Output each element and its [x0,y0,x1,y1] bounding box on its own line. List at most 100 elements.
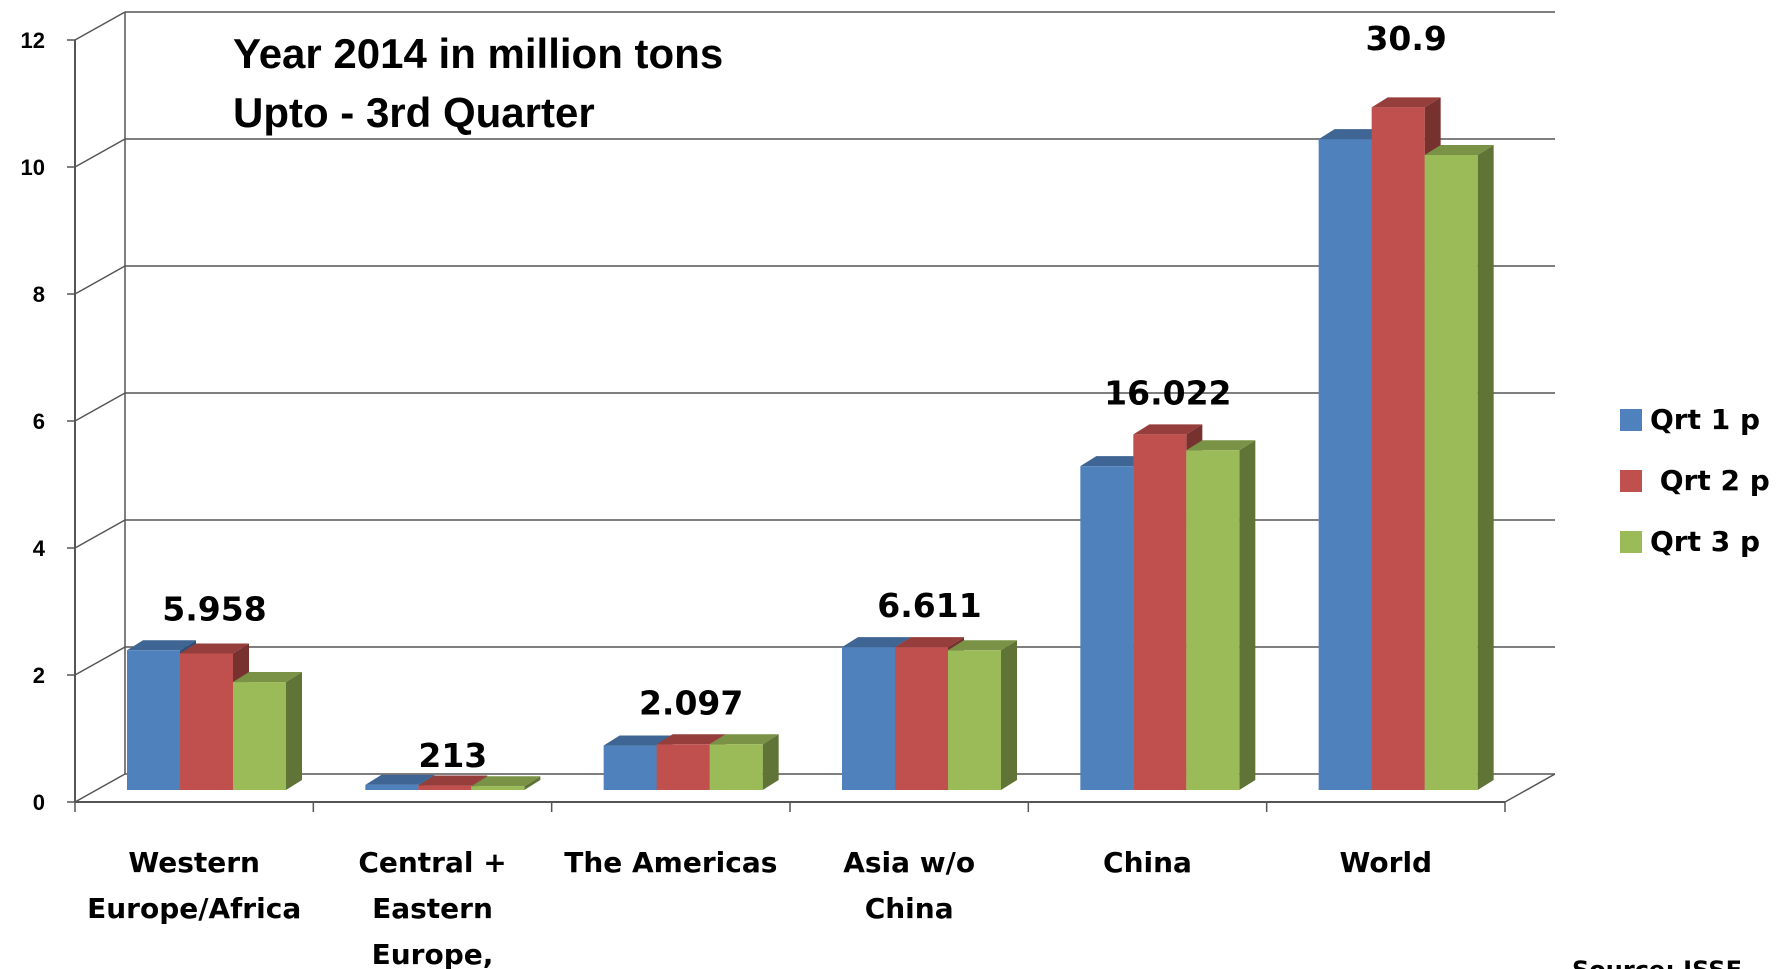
bar-front [418,785,472,790]
gridline-diag [74,392,126,422]
bar-top [948,640,1017,651]
bar-top [471,776,541,787]
data-label: 5.958 [162,589,266,628]
bar-top [709,734,779,745]
x-category-label: Western Europe/Africa [87,846,301,925]
bar-front [656,744,710,790]
bar-top [656,734,726,745]
x-category-label-line: Central + [358,846,506,879]
x-category-label: Central + Eastern Europe, [358,846,506,969]
x-category-label: China [1103,846,1192,879]
bar-side [762,734,779,790]
bar-front [948,650,1001,790]
bar-top [1424,145,1494,155]
data-label: 16.022 [1104,373,1231,412]
gridline-diag [74,265,126,295]
bar-front [1186,450,1240,790]
legend-label: Qrt 2 p [1650,464,1770,497]
bar [471,776,541,790]
legend-label: Qrt 3 p [1650,525,1760,558]
x-category-label-line: World [1340,846,1433,879]
bar-front [709,744,763,790]
bar-front [603,745,657,790]
bar-front [1318,139,1372,790]
data-label: 6.611 [877,586,981,625]
x-category-label-line: Eastern [372,892,493,925]
y-tick-label: 12 [21,28,45,53]
bar-top [1371,97,1441,108]
bars [127,97,1494,790]
bar-top [1318,129,1388,140]
data-label: 2.097 [639,683,743,722]
bar [1186,440,1256,790]
gridline-diag [74,519,126,549]
x-category-label: World [1340,846,1433,879]
bar-top [603,735,673,746]
bar-top [365,774,435,785]
axis-ticks: 0 2 4 6 8 10 12 [21,28,75,815]
bar-top [1186,440,1256,451]
chart-subtitle: Upto - 3rd Quarter [233,89,595,136]
bar-front [365,784,419,790]
bar-front [1133,434,1187,790]
bar-side [1001,640,1017,790]
y-tick-label: 0 [33,790,45,815]
bar [709,734,779,790]
x-category-label-line: The Americas [564,846,777,879]
data-label: 213 [418,736,487,775]
x-category-label: The Americas [564,846,777,879]
bar-side [524,776,541,790]
bar-top [842,637,911,648]
source-note: Source: ISSF [1572,956,1742,969]
bar-top [233,672,302,683]
x-category-label-line: China [1103,846,1192,879]
bar-front [1424,155,1478,790]
gridline-diag [74,773,126,803]
x-category-label-line: Europe/Africa [87,892,301,925]
x-category-label-line: China [865,892,954,925]
y-tick-label: 8 [33,282,45,307]
bar-top [895,637,964,648]
bar-side [286,672,302,790]
y-tick-label: 2 [33,663,45,688]
x-category-label-line: Western [128,846,260,879]
data-labels: 5.958 213 2.097 6.611 16.022 30.9 [162,19,1447,775]
y-tick-label: 4 [33,536,46,561]
x-category-label-line: Asia w/o [843,846,975,879]
bar-top [127,640,196,651]
bar-front [1371,107,1425,790]
bar [233,672,302,790]
y-tick-label: 6 [33,409,45,434]
legend-swatch [1620,409,1642,431]
bar-front [1080,466,1134,790]
y-tick-label: 10 [21,155,45,180]
bar-front [180,653,233,790]
bar-front [895,647,948,790]
gridline-diag [74,138,126,168]
bar-front [842,647,895,790]
bar-top [1133,424,1203,435]
bar-side [1477,145,1494,790]
x-category-label: Asia w/o China [843,846,975,925]
category-labels: Western Europe/Africa Central + Eastern Euro… [87,846,1432,969]
legend-swatch [1620,470,1642,492]
bar-front [471,786,525,790]
gridline-diag [74,11,126,41]
bar [1424,145,1494,790]
x-category-label-line: Europe, [372,938,494,969]
bar-top [180,643,249,654]
legend-label: Qrt 1 p [1650,403,1760,436]
gridline-diag [74,646,126,676]
bar [948,640,1017,790]
legend-swatch [1620,531,1642,553]
data-label: 30.9 [1365,19,1446,58]
bar-top [1080,456,1150,467]
bar-front [127,650,180,790]
bar-side [1239,440,1256,790]
legend: Qrt 1 p Qrt 2 p Qrt 3 p [1620,403,1770,558]
floor-edge [1504,773,1556,803]
chart-title: Year 2014 in million tons [233,30,723,77]
bar-top [418,775,488,786]
bar-front [233,682,286,790]
